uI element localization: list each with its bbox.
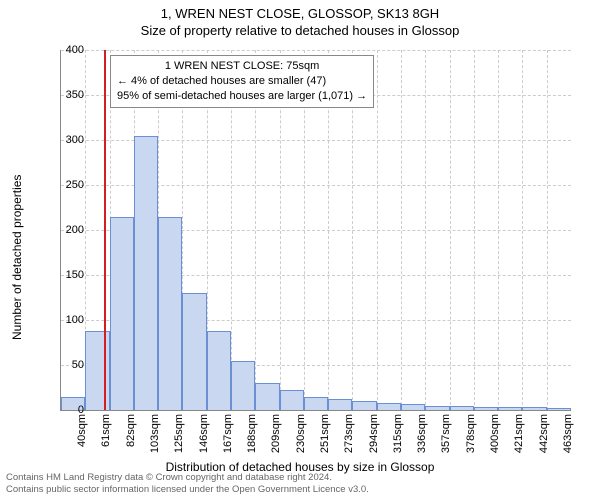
x-tick-label: 421sqm [513,414,525,453]
x-tick-label: 40sqm [76,414,88,447]
histogram-bar [207,331,231,410]
x-tick-label: 188sqm [246,414,258,453]
chart-area: 1 WREN NEST CLOSE: 75sqm← 4% of detached… [60,50,570,410]
footer-line2: Contains public sector information licen… [6,484,369,496]
histogram-bar [474,407,498,410]
x-tick-label: 273sqm [343,414,355,453]
annotation-line: 95% of semi-detached houses are larger (… [117,89,367,104]
histogram-bar [401,404,425,410]
histogram-bar [304,397,328,411]
histogram-bar [450,406,474,411]
gridline-vertical [401,50,402,410]
annotation-line: ← 4% of detached houses are smaller (47) [117,74,367,89]
x-tick-label: 400sqm [489,414,501,453]
x-tick-label: 61sqm [100,414,112,447]
histogram-bar [522,407,546,410]
histogram-bar [110,217,134,411]
annotation-line: 1 WREN NEST CLOSE: 75sqm [117,59,367,74]
histogram-bar [425,406,449,411]
page-title-line2: Size of property relative to detached ho… [0,21,600,38]
y-tick-label: 250 [44,179,84,191]
histogram-bar [547,408,571,410]
x-tick-label: 167sqm [222,414,234,453]
histogram-bar [134,136,158,411]
y-tick-label: 200 [44,224,84,236]
histogram-bar [498,407,522,410]
y-tick-label: 300 [44,134,84,146]
histogram-bar [182,293,206,410]
histogram-bar [328,399,352,410]
x-tick-label: 251sqm [319,414,331,453]
gridline-vertical [547,50,548,410]
footer-line1: Contains HM Land Registry data © Crown c… [6,472,369,484]
y-axis-title: Number of detached properties [10,175,24,340]
y-tick-label: 150 [44,269,84,281]
gridline-vertical [522,50,523,410]
gridline-vertical [450,50,451,410]
histogram-bar [158,217,182,411]
y-tick-label: 400 [44,44,84,56]
page-title-line1: 1, WREN NEST CLOSE, GLOSSOP, SK13 8GH [0,0,600,21]
x-tick-label: 146sqm [198,414,210,453]
x-tick-label: 357sqm [440,414,452,453]
x-tick-label: 336sqm [416,414,428,453]
x-tick-label: 103sqm [149,414,161,453]
chart-container: 1, WREN NEST CLOSE, GLOSSOP, SK13 8GH Si… [0,0,600,500]
x-tick-label: 125sqm [173,414,185,453]
gridline-vertical [425,50,426,410]
footer-attribution: Contains HM Land Registry data © Crown c… [6,472,369,496]
gridline-vertical [377,50,378,410]
annotation-box: 1 WREN NEST CLOSE: 75sqm← 4% of detached… [110,55,374,108]
reference-line [104,50,106,410]
histogram-bar [377,403,401,410]
histogram-bar [280,390,304,410]
x-tick-label: 82sqm [125,414,137,447]
x-tick-label: 294sqm [368,414,380,453]
x-tick-label: 378sqm [465,414,477,453]
x-tick-label: 315sqm [392,414,404,453]
histogram-bar [231,361,255,411]
x-tick-label: 442sqm [538,414,550,453]
histogram-bar [352,401,376,410]
y-tick-label: 50 [44,359,84,371]
gridline-vertical [474,50,475,410]
x-tick-label: 230sqm [295,414,307,453]
x-tick-label: 463sqm [562,414,574,453]
x-tick-label: 209sqm [270,414,282,453]
histogram-bar [85,331,109,410]
histogram-bar [255,383,279,410]
gridline-vertical [498,50,499,410]
y-tick-label: 350 [44,89,84,101]
gridline-horizontal [61,50,571,51]
y-tick-label: 100 [44,314,84,326]
